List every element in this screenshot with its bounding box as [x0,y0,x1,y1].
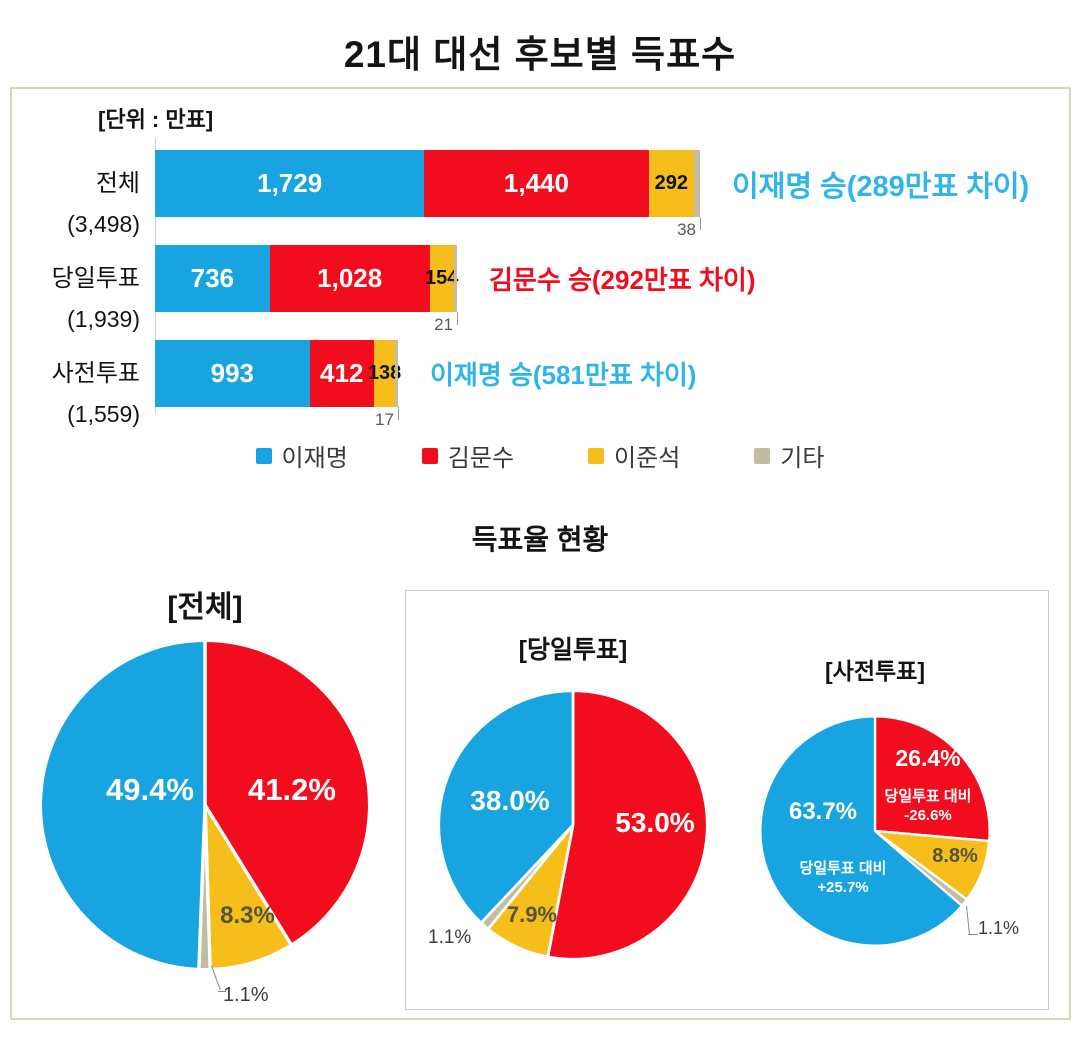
pie-chart-election-day [436,688,710,962]
pie-slice-김문수 [546,689,709,961]
legend-label: 기타 [780,445,825,472]
category-total: (1,559) [67,401,140,427]
bar-segment-이준석: 138 [368,340,401,407]
pie-early-label-jun: 8.8% [932,845,978,867]
bar-segment-김문수: 1,440 [424,150,649,217]
unit-label: [단위 : 만표] [98,107,214,132]
bar-value-label: 412 [320,358,364,388]
bar-winner-annotation: 김문수 승(292만표 차이) [488,265,756,295]
pie-title-total: [전체] [167,591,243,624]
pie-early-label-etc: 1.1% [978,918,1020,938]
pie-chart-early-voting [758,714,992,948]
category-name: 사전투표 [51,360,140,387]
category-name: 당일투표 [51,265,140,292]
legend-label: 김문수 [447,445,515,472]
bar-chart: 전체 (3,498) 1,729 1,440 292 이재명 승(289만표 차이) 38 당… [0,140,1080,430]
bar-segment-김문수: 412 [309,340,374,407]
pie-early-lee-note-line2: +25.7% [817,879,869,896]
pie-early-kim-note-line2: -26.6% [904,807,952,824]
bar-segments: 736 1,028 154 김문수 승(292만표 차이) [155,245,756,312]
legend-swatch [588,447,605,464]
pie-early-lee-note-line1: 당일투표 대비 [799,860,887,877]
bar-value-label: 1,440 [503,168,569,198]
category-total: (3,498) [67,211,140,237]
pie-early-label-kim: 26.4% [895,745,961,771]
pie-day-label-etc: 1.1% [428,927,472,948]
legend-swatch [255,447,272,464]
bar-segment-기타 [694,150,700,217]
legend-item-이준석: 이준석 [588,438,680,473]
bar-segments: 993 412 138 이재명 승(581만표 차이) [155,340,696,407]
legend-label: 이준석 [614,445,681,472]
pie-total-label-jun: 8.3% [220,902,275,929]
leader-line [700,217,701,230]
bar-category-label: 당일투표 (1,939) [0,259,154,339]
leader-line [397,407,399,420]
bar-row-전체: 전체 (3,498) 1,729 1,440 292 이재명 승(289만표 차이) 38 [0,150,1080,239]
leader-line [218,991,226,992]
bar-value-label: 993 [210,358,255,388]
bar-segment-기타 [395,340,398,407]
bar-value-label: 1,028 [317,263,383,293]
bar-row-사전투표: 사전투표 (1,559) 993 412 138 이재명 승(581만표 차이) 17 [0,340,1080,429]
leader-line [968,934,978,935]
legend-item-김문수: 김문수 [421,438,515,473]
bar-row-당일투표: 당일투표 (1,939) 736 1,028 154 김문수 승(292만표 차이) 21 [0,245,1080,334]
pie-slice-이재명 [38,638,207,972]
bar-segments: 1,729 1,440 292 이재명 승(289만표 차이) [155,150,1029,217]
legend-swatch [421,447,438,464]
bar-segment-이재명: 1,729 [155,150,425,217]
pie-title-election-day: [당일투표] [518,636,628,664]
leader-line [457,312,459,325]
pie-total-label-kim: 41.2% [248,772,336,807]
legend-item-기타: 기타 [754,438,824,473]
pie-total-label-lee: 49.4% [106,772,194,807]
pie-total-label-etc: 1.1% [223,984,269,1006]
pie-section-title: 득표율 현황 [471,524,609,555]
bar-segment-이재명: 993 [155,340,310,407]
bar-etc-value-label: 38 [677,220,696,239]
pie-chart-total [37,637,373,973]
bar-segment-이준석: 292 [648,150,695,217]
pie-early-label-lee: 63.7% [788,798,858,825]
pie-slice-이재명 [437,689,575,925]
legend-swatch [754,447,771,464]
bar-segment-기타 [453,245,457,312]
pie-slice-김문수 [873,715,991,843]
bar-value-label: 1,729 [257,168,323,198]
pie-slice-이재명 [759,715,964,947]
bar-etc-value-label: 17 [375,410,394,429]
bar-segment-이재명: 736 [155,245,270,312]
pie-day-label-kim: 53.0% [615,807,695,838]
legend-item-이재명: 이재명 [255,438,348,473]
page-title: 21대 대선 후보별 득표수 [343,34,737,75]
bar-value-label: 138 [367,362,402,384]
bar-winner-annotation: 이재명 승(581만표 차이) [429,360,697,390]
bar-legend: 이재명 김문수 이준석 기타 [0,438,1080,473]
bar-value-label: 154 [425,267,459,289]
pie-title-early-voting: [사전투표] [825,658,925,684]
pie-day-label-lee: 38.0% [470,785,550,816]
bar-etc-value-label: 21 [434,315,454,334]
bar-segment-이준석: 154 [425,245,458,312]
legend-label: 이재명 [281,445,348,472]
pie-early-kim-note-line1: 당일투표 대비 [884,788,972,805]
category-total: (1,939) [67,306,140,332]
pie-day-label-jun: 7.9% [506,902,558,927]
bar-category-label: 전체 (3,498) [0,164,154,244]
bar-value-label: 736 [190,263,234,293]
category-name: 전체 [95,170,140,197]
bar-value-label: 292 [654,172,688,194]
bar-winner-annotation: 이재명 승(289만표 차이) [731,170,1030,203]
bar-category-label: 사전투표 (1,559) [0,354,154,434]
bar-segment-김문수: 1,028 [269,245,430,312]
